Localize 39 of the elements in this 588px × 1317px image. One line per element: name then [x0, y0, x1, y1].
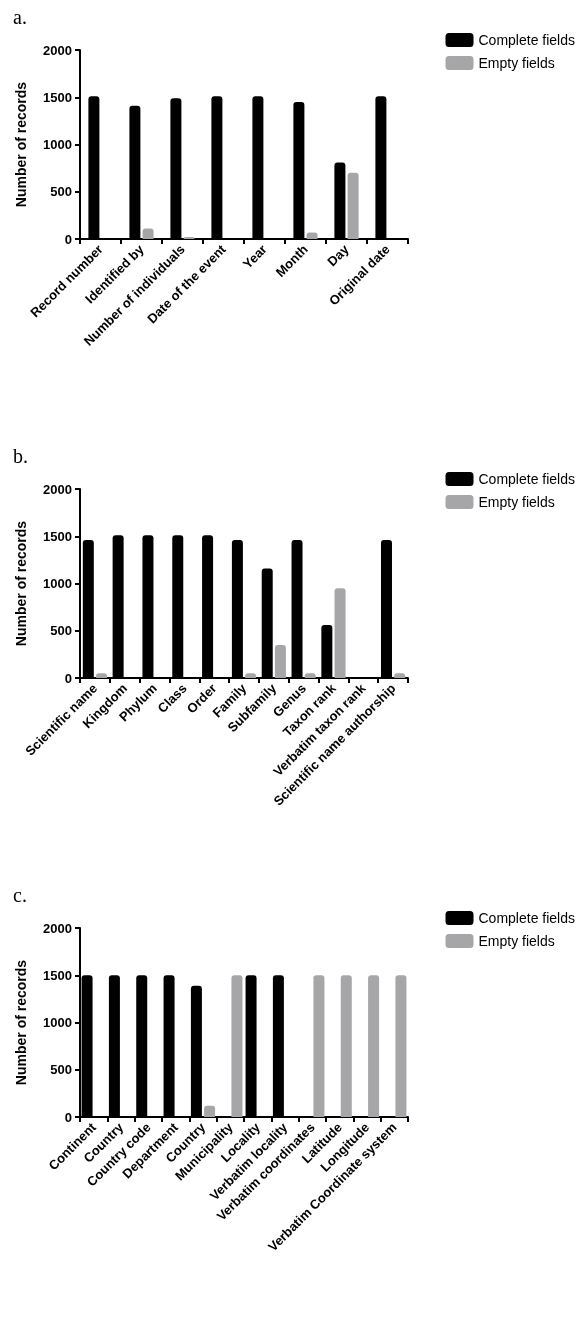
y-tick-label: 1000: [43, 137, 72, 152]
bar: [347, 172, 359, 239]
y-tick-label: 1500: [43, 967, 72, 983]
legend-label: Empty fields: [478, 933, 555, 949]
y-tick-label: 500: [50, 623, 72, 639]
y-tick-label: 1500: [43, 89, 72, 105]
bar: [142, 228, 154, 239]
y-tick-label: 0: [64, 670, 72, 686]
chart-title: b.: [13, 445, 28, 467]
chart-title: c.: [13, 884, 27, 906]
legend-label: Complete fields: [478, 32, 576, 48]
legend-label: Complete fields: [478, 471, 576, 487]
y-tick-label: 0: [64, 1109, 72, 1125]
bar: [395, 975, 407, 1117]
y-tick-label: 2000: [43, 42, 72, 58]
bar: [368, 975, 380, 1117]
chart-title: a.: [13, 6, 27, 28]
x-tick-label: Day: [324, 241, 353, 270]
y-tick-label: 1500: [43, 528, 72, 544]
bar: [334, 588, 346, 678]
y-tick-label: 0: [64, 231, 72, 247]
bar: [313, 975, 325, 1117]
y-axis-title: Number of records: [13, 520, 29, 647]
legend-label: Complete fields: [478, 910, 576, 926]
y-tick-label: 1000: [43, 576, 72, 591]
y-tick-label: 1000: [43, 1015, 72, 1030]
bar: [274, 644, 286, 678]
bar: [340, 975, 352, 1117]
y-tick-label: 500: [50, 184, 72, 200]
y-tick-label: 2000: [43, 920, 72, 936]
y-tick-label: 500: [50, 1062, 72, 1078]
bar: [231, 975, 243, 1117]
legend-label: Empty fields: [478, 55, 555, 71]
y-axis-title: Number of records: [13, 81, 29, 208]
legend-label: Empty fields: [478, 494, 555, 510]
y-tick-label: 2000: [43, 481, 72, 497]
bar: [204, 1105, 216, 1117]
y-axis-title: Number of records: [13, 959, 29, 1086]
x-tick-label: Year: [239, 241, 270, 272]
